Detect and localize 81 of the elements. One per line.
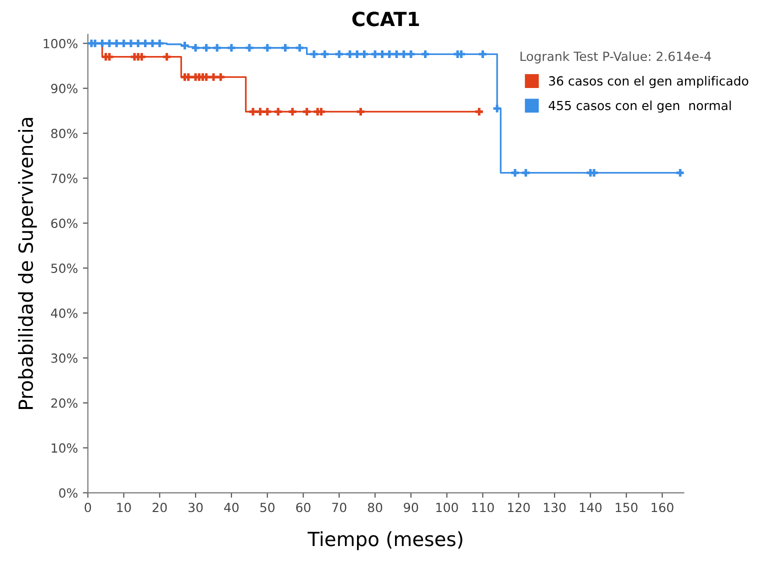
point (282, 44, 290, 52)
x-tick-label: 160 (652, 502, 674, 512)
point (228, 44, 236, 52)
point (112, 40, 120, 48)
point (386, 50, 394, 58)
point (264, 44, 272, 52)
point (511, 168, 519, 177)
point (213, 44, 221, 52)
point (335, 50, 343, 58)
y-tick-label: 70% (51, 174, 78, 184)
point (288, 108, 296, 116)
x-tick-label: 150 (616, 502, 638, 512)
point (98, 40, 106, 48)
y-axis-title: Probabilidad de Supervivencia (18, 118, 37, 409)
y-tick-label: 0% (59, 488, 78, 498)
point (264, 108, 272, 116)
point (120, 40, 128, 48)
x-tick-label: 50 (260, 502, 274, 512)
y-tick-label: 10% (52, 443, 78, 453)
point (378, 50, 386, 58)
point (303, 108, 311, 116)
x-axis-title: Tiempo (meses) (308, 531, 462, 550)
y-tick-label: 100% (44, 38, 78, 48)
y-tick-label: 40% (50, 308, 78, 318)
y-tick-label: 20% (51, 398, 78, 408)
point (274, 108, 282, 116)
point (392, 50, 400, 58)
point (478, 50, 487, 58)
point (422, 50, 430, 58)
legend-label: 455 casos con el gen normal (548, 100, 731, 113)
point (475, 108, 483, 116)
point (163, 53, 171, 61)
y-tick-label: 80% (51, 128, 78, 138)
x-tick-label: 70 (332, 502, 346, 512)
legend-label: 36 casos con el gen amplificado (549, 76, 748, 88)
point (296, 44, 304, 52)
legend-title: Logrank Test P-Value: 2.614e-4 (520, 51, 711, 64)
point (202, 44, 210, 52)
point (141, 40, 150, 48)
point (249, 108, 257, 116)
point (360, 50, 368, 58)
y-tick-label: 30% (51, 353, 78, 363)
y-tick-label: 90% (51, 84, 78, 94)
point (400, 50, 408, 58)
point (356, 108, 364, 116)
point (210, 73, 218, 81)
x-tick-label: 40 (224, 502, 239, 512)
point (246, 44, 254, 52)
point (310, 50, 318, 58)
point (371, 50, 379, 58)
point (106, 40, 114, 48)
point (156, 40, 164, 48)
point (676, 168, 684, 177)
x-tick-label: 100 (436, 502, 458, 512)
point (320, 50, 329, 58)
x-tick-label: 0 (84, 502, 92, 512)
point (493, 104, 501, 112)
x-tick-label: 20 (152, 502, 167, 512)
x-tick-label: 10 (117, 502, 131, 512)
x-tick-label: 140 (580, 502, 602, 512)
x-tick-label: 110 (472, 502, 494, 512)
point (256, 108, 264, 116)
point (353, 50, 361, 58)
point (522, 168, 530, 177)
point (148, 40, 156, 48)
point (134, 40, 142, 48)
x-tick-label: 60 (296, 502, 310, 512)
x-tick-label: 90 (404, 502, 418, 512)
point (407, 50, 415, 58)
point (216, 73, 224, 81)
point (180, 42, 189, 50)
x-tick-label: 80 (368, 502, 382, 512)
y-tick-label: 50% (51, 264, 78, 273)
point (127, 40, 135, 48)
point (192, 44, 200, 52)
x-tick-label: 120 (508, 502, 530, 512)
point (346, 50, 354, 58)
x-tick-label: 130 (544, 502, 566, 512)
x-tick-label: 30 (188, 502, 203, 512)
chart-title: CCAT1 (352, 12, 419, 26)
y-tick-label: 60% (51, 218, 78, 228)
